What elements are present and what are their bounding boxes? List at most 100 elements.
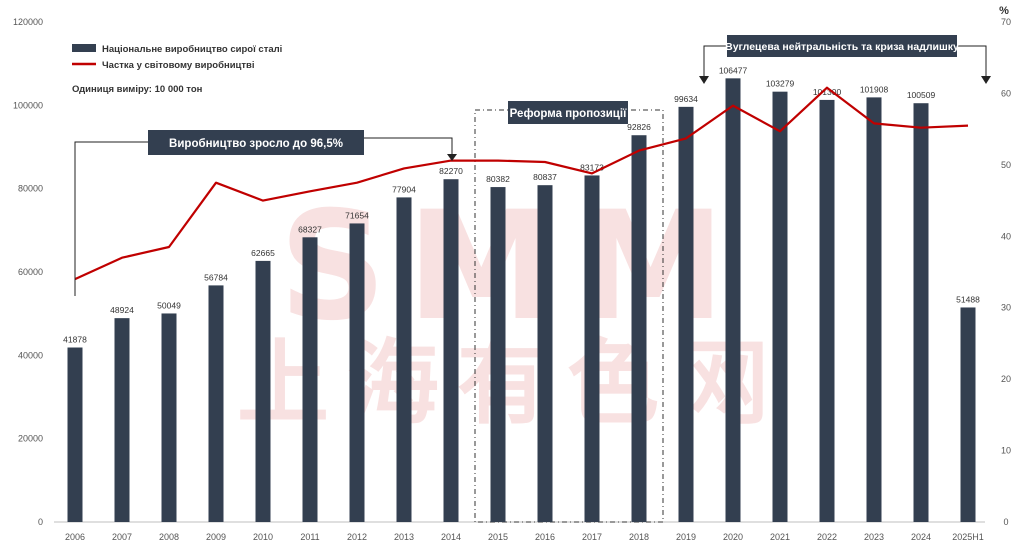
x-tick-label: 2006 xyxy=(65,532,85,542)
carbon-label-text: Вуглецева нейтральність та криза надлишк… xyxy=(725,41,959,53)
carbon-bracket-left xyxy=(703,45,727,76)
share-line xyxy=(74,86,969,281)
unit-note: Одиниця виміру: 10 000 тон xyxy=(72,84,203,95)
right-tick-label: 20 xyxy=(1001,374,1011,384)
bar-value-label: 80382 xyxy=(486,174,510,184)
production-callout-box xyxy=(148,130,364,155)
carbon-label-box xyxy=(727,35,957,57)
x-tick-label: 2023 xyxy=(864,532,884,542)
carbon-arrow-right-icon xyxy=(981,76,991,84)
reform-label-text: Реформа пропозиції xyxy=(510,108,627,120)
reform-callout: Реформа пропозиції xyxy=(508,101,628,124)
x-tick-label: 2017 xyxy=(582,532,602,542)
bar-value-label: 92826 xyxy=(627,122,651,132)
production-callout: Виробництво зросло до 96,5% xyxy=(74,130,457,296)
right-tick-label: 60 xyxy=(1001,88,1011,98)
production-bar xyxy=(537,185,553,522)
production-bar xyxy=(725,78,741,523)
bar-value-label: 106477 xyxy=(719,65,748,75)
x-tick-label: 2014 xyxy=(441,532,461,542)
bar-value-label: 50049 xyxy=(157,300,181,310)
right-tick-label: 10 xyxy=(1001,446,1011,456)
bar-value-label: 103279 xyxy=(766,79,795,89)
reform-label-box xyxy=(508,101,628,124)
x-tick-label: 2025H1 xyxy=(952,532,984,542)
right-tick-label: 70 xyxy=(1001,17,1011,27)
x-tick-label: 2009 xyxy=(206,532,226,542)
right-tick-label: 40 xyxy=(1001,231,1011,241)
left-tick-label: 60000 xyxy=(18,267,43,277)
production-callout-text: Виробництво зросло до 96,5% xyxy=(169,138,343,150)
production-bar xyxy=(960,307,976,522)
bar-value-label: 83173 xyxy=(580,162,604,172)
left-tick-label: 20000 xyxy=(18,434,43,444)
right-tick-label: 0 xyxy=(1003,517,1008,527)
bar-value-label: 68327 xyxy=(298,224,322,234)
production-bar xyxy=(161,313,177,522)
carbon-bracket-right xyxy=(957,45,987,76)
x-tick-label: 2013 xyxy=(394,532,414,542)
production-bracket xyxy=(74,141,148,296)
watermark-latin: SMM xyxy=(279,180,746,354)
bar-value-label: 101908 xyxy=(860,84,889,94)
left-tick-label: 120000 xyxy=(13,17,43,27)
x-axis-labels: 2006 2007 2008 2009 2010 2011 2012 2013 2014 2015… xyxy=(65,532,984,542)
bar-value-label: 62665 xyxy=(251,248,275,258)
x-tick-label: 2018 xyxy=(629,532,649,542)
right-tick-label: 30 xyxy=(1001,303,1011,313)
bar-value-label: 80837 xyxy=(533,172,557,182)
x-tick-label: 2019 xyxy=(676,532,696,542)
bar-value-label: 71654 xyxy=(345,210,369,220)
left-tick-label: 40000 xyxy=(18,350,43,360)
production-bar xyxy=(255,260,271,522)
bar-value-label: 100509 xyxy=(907,90,936,100)
x-tick-label: 2008 xyxy=(159,532,179,542)
production-bar xyxy=(67,347,83,522)
left-tick-label: 80000 xyxy=(18,184,43,194)
x-tick-label: 2012 xyxy=(347,532,367,542)
x-tick-label: 2021 xyxy=(770,532,790,542)
share-line-series xyxy=(74,86,969,281)
production-bar xyxy=(584,175,600,522)
bar-value-label: 56784 xyxy=(204,272,228,282)
x-tick-label: 2024 xyxy=(911,532,931,542)
production-bar xyxy=(114,318,130,522)
x-tick-label: 2016 xyxy=(535,532,555,542)
left-tick-label: 100000 xyxy=(13,100,43,110)
production-bar xyxy=(349,223,365,523)
legend: Національне виробництво сирої сталі Част… xyxy=(72,44,282,71)
production-bar xyxy=(208,285,224,522)
production-bar xyxy=(913,103,929,523)
production-bar xyxy=(678,106,694,522)
left-axis-ticks: 0 20000 40000 60000 80000 100000 120000 xyxy=(13,17,43,527)
production-bar xyxy=(819,99,835,523)
bar-value-label: 82270 xyxy=(439,166,463,176)
bar-value-label: 48924 xyxy=(110,305,134,315)
x-tick-label: 2015 xyxy=(488,532,508,542)
bar-value-label: 101300 xyxy=(813,87,842,97)
production-bracket-right xyxy=(364,137,453,155)
x-tick-label: 2020 xyxy=(723,532,743,542)
bar-series xyxy=(67,78,976,523)
production-arrow-icon xyxy=(447,154,457,161)
production-bar xyxy=(772,91,788,522)
legend-line-label: Частка у світовому виробництві xyxy=(102,60,255,71)
x-tick-label: 2022 xyxy=(817,532,837,542)
x-tick-label: 2010 xyxy=(253,532,273,542)
carbon-callout: Вуглецева нейтральність та криза надлишк… xyxy=(699,35,991,84)
watermark: SMM 上海有色网 xyxy=(237,180,787,437)
bar-value-label: 51488 xyxy=(956,294,980,304)
bar-value-label: 77904 xyxy=(392,184,416,194)
right-tick-label: 50 xyxy=(1001,160,1011,170)
bar-value-labels: 41878 48924 50049 56784 62665 68327 71654 77904… xyxy=(63,65,980,344)
right-axis-ticks: 0 10 20 30 40 50 60 70 xyxy=(1001,17,1011,527)
legend-bar-label: Національне виробництво сирої сталі xyxy=(102,44,282,55)
watermark-chinese: 上海有色网 xyxy=(237,330,787,437)
carbon-arrow-left-icon xyxy=(699,76,709,84)
production-bar xyxy=(866,97,882,522)
left-tick-label: 0 xyxy=(38,517,43,527)
production-bar xyxy=(631,135,647,522)
production-bar xyxy=(490,187,506,522)
production-bar xyxy=(302,237,318,522)
